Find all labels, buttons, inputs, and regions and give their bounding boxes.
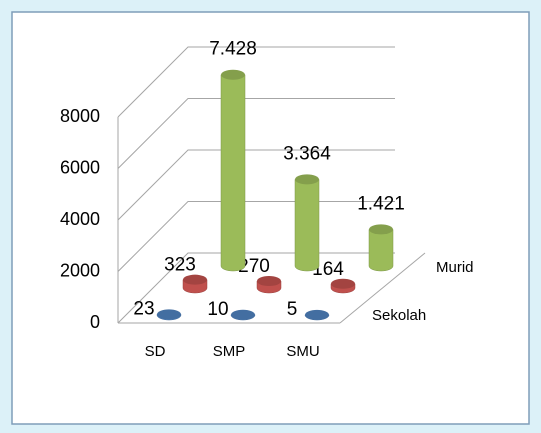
cylinder-top xyxy=(157,309,181,320)
cylinder xyxy=(220,74,246,272)
data-label: 1.421 xyxy=(357,193,405,214)
x-tick-label: SMU xyxy=(286,343,319,360)
cylinder-top xyxy=(221,69,245,80)
y-tick-label: 6000 xyxy=(60,157,100,177)
data-label: 5 xyxy=(287,299,298,320)
cylinder-top xyxy=(257,276,281,287)
data-label: 270 xyxy=(238,256,270,277)
data-label: 164 xyxy=(312,259,344,280)
series-label: Murid xyxy=(436,259,474,276)
y-tick-label: 2000 xyxy=(60,260,100,280)
cylinder-top xyxy=(231,309,255,320)
cylinder-top xyxy=(183,274,207,285)
data-label: 323 xyxy=(164,255,196,276)
data-label: 7.428 xyxy=(209,39,257,60)
cylinder-top xyxy=(295,174,319,185)
y-tick-label: 4000 xyxy=(60,209,100,229)
grid-line xyxy=(117,46,395,118)
series-label: Sekolah xyxy=(372,307,426,324)
grid-line xyxy=(117,252,395,324)
grid-line xyxy=(117,149,395,221)
floor-right-edge xyxy=(339,252,426,324)
cylinder-top xyxy=(305,309,329,320)
y-tick-label: 8000 xyxy=(60,106,100,126)
data-label: 23 xyxy=(133,298,154,319)
cylinder xyxy=(294,179,320,272)
x-tick-label: SD xyxy=(145,343,166,360)
x-tick-label: SMP xyxy=(213,343,246,360)
cylinder-top xyxy=(369,224,393,235)
cylinder-top xyxy=(331,278,355,289)
y-tick-label: 0 xyxy=(90,312,100,332)
grid-line xyxy=(117,98,395,169)
data-label: 10 xyxy=(207,299,228,320)
data-label: 3.364 xyxy=(283,143,331,164)
chart-panel xyxy=(11,11,530,425)
cylinder xyxy=(368,229,394,272)
grid-line xyxy=(117,201,395,272)
